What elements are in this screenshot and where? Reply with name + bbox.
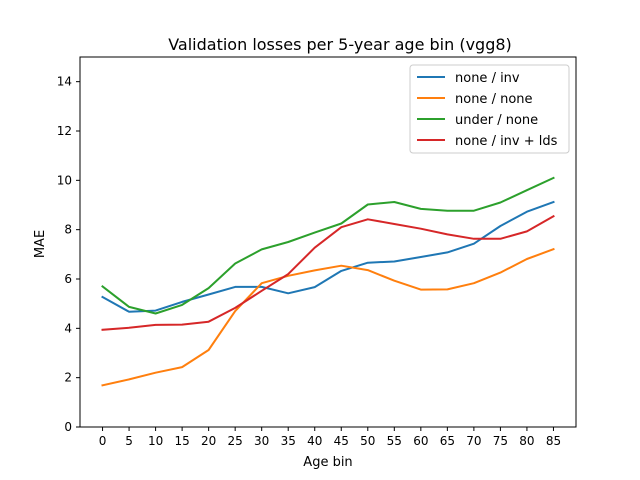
legend-label: none / none xyxy=(455,92,533,107)
x-tick-label: 40 xyxy=(307,434,322,448)
legend-label: under / none xyxy=(455,113,538,128)
x-tick-label: 10 xyxy=(148,434,163,448)
x-tick-label: 5 xyxy=(125,434,133,448)
y-tick-label: 10 xyxy=(57,173,72,187)
series-line-4 xyxy=(101,214,555,331)
legend-label: none / inv + lds xyxy=(455,134,558,149)
x-tick-label: 45 xyxy=(334,434,349,448)
x-tick-label: 50 xyxy=(360,434,375,448)
legend-box xyxy=(409,64,570,154)
series-line-2 xyxy=(101,247,555,387)
x-tick-label: 20 xyxy=(201,434,216,448)
x-tick-label: 30 xyxy=(254,434,269,448)
axes-frame xyxy=(79,56,577,428)
series-line-1 xyxy=(101,200,555,313)
chart-title: Validation losses per 5-year age bin (vg… xyxy=(168,35,512,54)
y-tick-label: 14 xyxy=(57,75,72,89)
x-tick-label: 70 xyxy=(466,434,481,448)
series-line-3 xyxy=(101,176,555,315)
plot-area: 0 5 10 15 20 25 30 35 40 45 50 55 60 65 70 75 80 85 0 2 4 6 8 1… xyxy=(57,56,577,448)
x-tick-label: 0 xyxy=(99,434,107,448)
x-tick-label: 25 xyxy=(228,434,243,448)
x-tick-label: 80 xyxy=(519,434,534,448)
x-tick-label: 15 xyxy=(174,434,189,448)
x-axis-label: Age bin xyxy=(303,455,352,470)
x-tick-label: 75 xyxy=(493,434,508,448)
x-tick-label: 55 xyxy=(387,434,402,448)
x-tick-label: 60 xyxy=(413,434,428,448)
y-tick-label: 8 xyxy=(64,223,72,237)
legend-label: none / inv xyxy=(455,71,520,86)
y-tick-label: 2 xyxy=(64,371,72,385)
y-tick-label: 4 xyxy=(64,321,72,335)
y-tick-label: 6 xyxy=(64,272,72,286)
x-tick-label: 65 xyxy=(440,434,455,448)
x-tick-label: 85 xyxy=(546,434,561,448)
y-tick-label: 12 xyxy=(57,124,72,138)
x-tick-label: 35 xyxy=(281,434,296,448)
y-tick-label: 0 xyxy=(64,420,72,434)
y-axis-label: MAE xyxy=(33,230,48,258)
